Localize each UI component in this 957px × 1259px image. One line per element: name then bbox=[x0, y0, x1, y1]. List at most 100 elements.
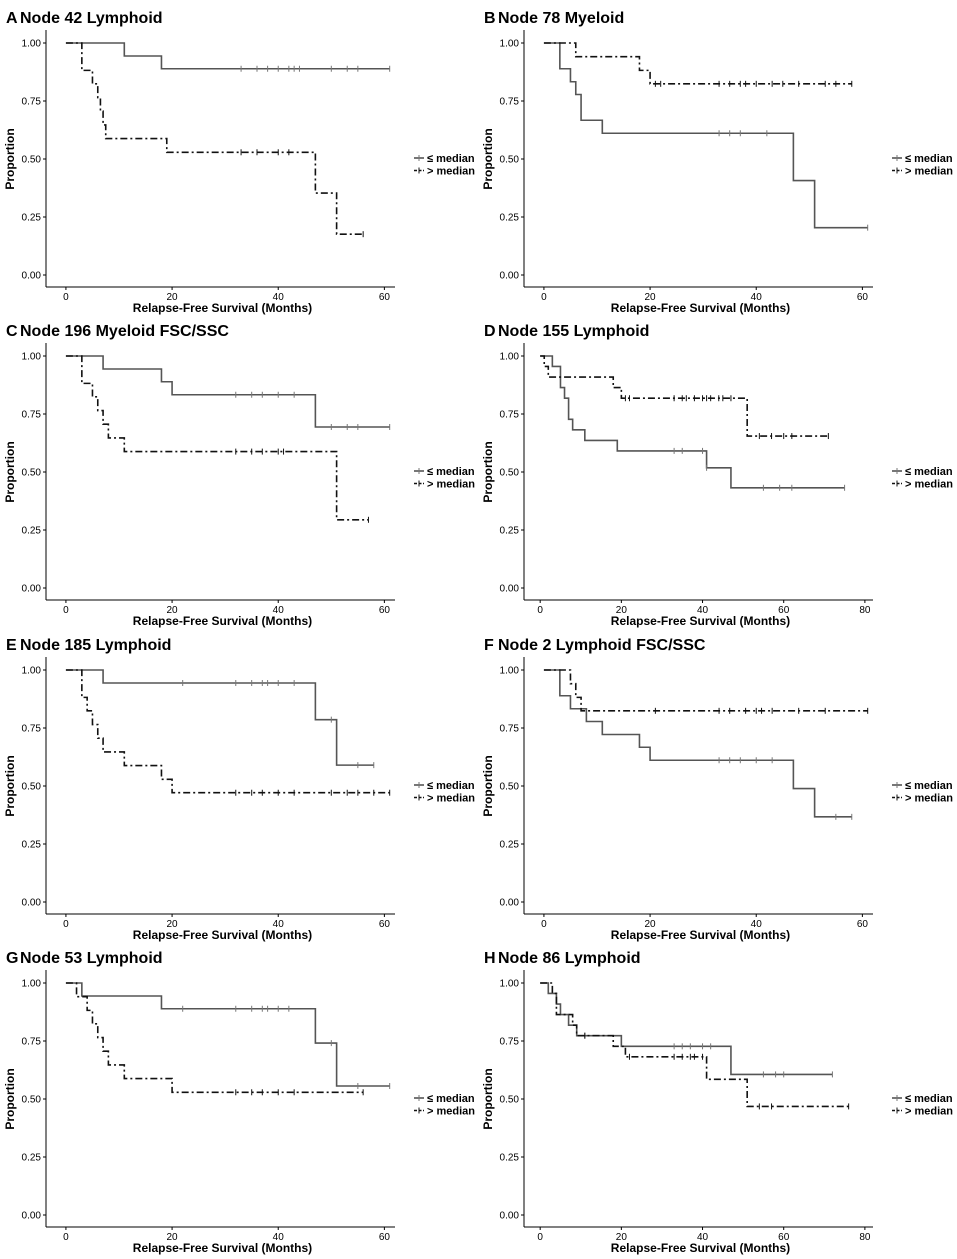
km-chart-g: G Node 53 Lymphoid 0 20 40 60 0.00 0.25 0.50 0.75… bbox=[3, 950, 475, 1255]
y-tick-label: 0.50 bbox=[500, 155, 520, 166]
x-tick-label: 20 bbox=[167, 292, 179, 303]
panel-letter: D bbox=[484, 323, 496, 340]
km-curve-gt-median bbox=[65, 982, 364, 1094]
legend-label: > median bbox=[427, 793, 475, 805]
x-tick-label: 60 bbox=[778, 605, 790, 616]
panel-title: Node 196 Myeloid FSC/SSC bbox=[20, 323, 229, 340]
km-panel-d: D Node 155 Lymphoid 0 20 40 60 80 0.00 0.25 0.50 0… bbox=[478, 313, 956, 628]
y-tick-label: 0.50 bbox=[500, 468, 520, 479]
legend-label: ≤ median bbox=[427, 1093, 475, 1105]
panel-letter: G bbox=[6, 950, 18, 967]
km-curve-le-median bbox=[65, 42, 390, 70]
km-chart-f: F Node 2 Lymphoid FSC/SSC 0 20 40 60 0.00 0.25 0… bbox=[481, 637, 953, 942]
x-tick-label: 40 bbox=[273, 919, 285, 930]
x-tick-label: 20 bbox=[645, 919, 657, 930]
y-tick-label: 0.00 bbox=[22, 271, 42, 282]
y-tick-label: 0.50 bbox=[500, 1095, 520, 1106]
legend-label: ≤ median bbox=[427, 466, 475, 478]
y-tick-label: 0.50 bbox=[22, 1095, 42, 1106]
y-tick-label: 0.00 bbox=[500, 898, 520, 909]
km-curve-le-median bbox=[543, 669, 852, 818]
y-tick-label: 0.75 bbox=[500, 1037, 520, 1048]
panel-title: Node 86 Lymphoid bbox=[498, 950, 641, 967]
km-panel-g: G Node 53 Lymphoid 0 20 40 60 0.00 0.25 0.50 0.75… bbox=[0, 940, 478, 1255]
legend-label: > median bbox=[905, 1106, 953, 1118]
panel-letter: H bbox=[484, 950, 496, 967]
x-axis-title: Relapse-Free Survival (Months) bbox=[611, 1241, 790, 1255]
legend-label: ≤ median bbox=[905, 780, 953, 792]
km-curve-gt-median bbox=[65, 355, 369, 521]
x-tick-label: 60 bbox=[379, 292, 391, 303]
x-tick-label: 20 bbox=[167, 1232, 179, 1243]
y-tick-label: 0.75 bbox=[500, 724, 520, 735]
panel-letter: A bbox=[6, 10, 18, 27]
y-axis-title: Proportion bbox=[3, 755, 17, 816]
y-tick-label: 0.25 bbox=[500, 213, 520, 224]
y-tick-label: 0.25 bbox=[22, 840, 42, 851]
y-tick-label: 0.50 bbox=[22, 155, 42, 166]
y-axis-title: Proportion bbox=[3, 1068, 17, 1129]
y-tick-label: 1.00 bbox=[22, 352, 42, 363]
y-tick-label: 1.00 bbox=[22, 979, 42, 990]
km-curve-le-median bbox=[543, 42, 868, 229]
legend-label: > median bbox=[427, 1106, 475, 1118]
x-tick-label: 20 bbox=[616, 1232, 628, 1243]
x-axis-title: Relapse-Free Survival (Months) bbox=[133, 614, 312, 628]
x-tick-label: 0 bbox=[63, 1232, 69, 1243]
km-chart-c: C Node 196 Myeloid FSC/SSC 0 20 40 60 0.00 0.25… bbox=[3, 323, 475, 628]
y-tick-label: 0.75 bbox=[500, 410, 520, 421]
y-tick-label: 0.00 bbox=[500, 1211, 520, 1222]
panel-letter: E bbox=[6, 637, 17, 654]
y-tick-label: 0.00 bbox=[500, 271, 520, 282]
km-curve-gt-median bbox=[540, 982, 849, 1108]
x-tick-label: 0 bbox=[541, 292, 547, 303]
y-tick-label: 1.00 bbox=[22, 39, 42, 50]
x-axis-title: Relapse-Free Survival (Months) bbox=[133, 928, 312, 942]
km-curve-le-median bbox=[540, 355, 845, 489]
y-tick-label: 0.75 bbox=[500, 97, 520, 108]
legend-label: ≤ median bbox=[427, 780, 475, 792]
x-axis-title: Relapse-Free Survival (Months) bbox=[611, 614, 790, 628]
legend-label: ≤ median bbox=[905, 1093, 953, 1105]
x-axis-title: Relapse-Free Survival (Months) bbox=[133, 301, 312, 315]
km-curve-gt-median bbox=[65, 669, 390, 794]
legend-label: > median bbox=[905, 166, 953, 178]
y-tick-label: 1.00 bbox=[500, 666, 520, 677]
km-chart-e: E Node 185 Lymphoid 0 20 40 60 0.00 0.25 0.50 0.7… bbox=[3, 637, 475, 942]
panel-title: Node 42 Lymphoid bbox=[20, 10, 163, 27]
y-tick-label: 0.75 bbox=[22, 97, 42, 108]
km-panel-h: H Node 86 Lymphoid 0 20 40 60 80 0.00 0.25 0.50 0.… bbox=[478, 940, 956, 1255]
km-curve-le-median bbox=[65, 355, 390, 428]
y-tick-label: 0.00 bbox=[22, 1211, 42, 1222]
km-curve-le-median bbox=[65, 982, 390, 1087]
km-curve-gt-median bbox=[543, 669, 868, 712]
x-tick-label: 40 bbox=[697, 605, 709, 616]
x-tick-label: 60 bbox=[857, 292, 869, 303]
km-panel-b: B Node 78 Myeloid 0 20 40 60 0.00 0.25 0.50 0.75 1… bbox=[478, 0, 956, 315]
legend-label: ≤ median bbox=[905, 466, 953, 478]
y-tick-label: 0.75 bbox=[22, 410, 42, 421]
km-curve-gt-median bbox=[540, 355, 829, 437]
panel-title: Node 53 Lymphoid bbox=[20, 950, 163, 967]
panel-title: Node 155 Lymphoid bbox=[498, 323, 649, 340]
x-tick-label: 40 bbox=[697, 1232, 709, 1243]
km-curve-le-median bbox=[65, 669, 374, 766]
y-tick-label: 0.50 bbox=[500, 782, 520, 793]
x-tick-label: 80 bbox=[859, 605, 871, 616]
legend-label: > median bbox=[905, 793, 953, 805]
x-tick-label: 20 bbox=[167, 919, 179, 930]
legend-label: > median bbox=[905, 479, 953, 491]
y-tick-label: 0.50 bbox=[22, 468, 42, 479]
km-panel-c: C Node 196 Myeloid FSC/SSC 0 20 40 60 0.00 0.25… bbox=[0, 313, 478, 628]
y-tick-label: 0.00 bbox=[500, 584, 520, 595]
y-tick-label: 0.25 bbox=[500, 840, 520, 851]
panel-letter: F bbox=[484, 637, 494, 654]
y-tick-label: 0.00 bbox=[22, 898, 42, 909]
x-tick-label: 0 bbox=[63, 605, 69, 616]
x-tick-label: 60 bbox=[379, 1232, 391, 1243]
x-axis-title: Relapse-Free Survival (Months) bbox=[611, 928, 790, 942]
km-panel-e: E Node 185 Lymphoid 0 20 40 60 0.00 0.25 0.50 0.7… bbox=[0, 627, 478, 942]
km-panel-f: F Node 2 Lymphoid FSC/SSC 0 20 40 60 0.00 0.25 0… bbox=[478, 627, 956, 942]
x-tick-label: 0 bbox=[63, 919, 69, 930]
y-tick-label: 0.25 bbox=[22, 1153, 42, 1164]
